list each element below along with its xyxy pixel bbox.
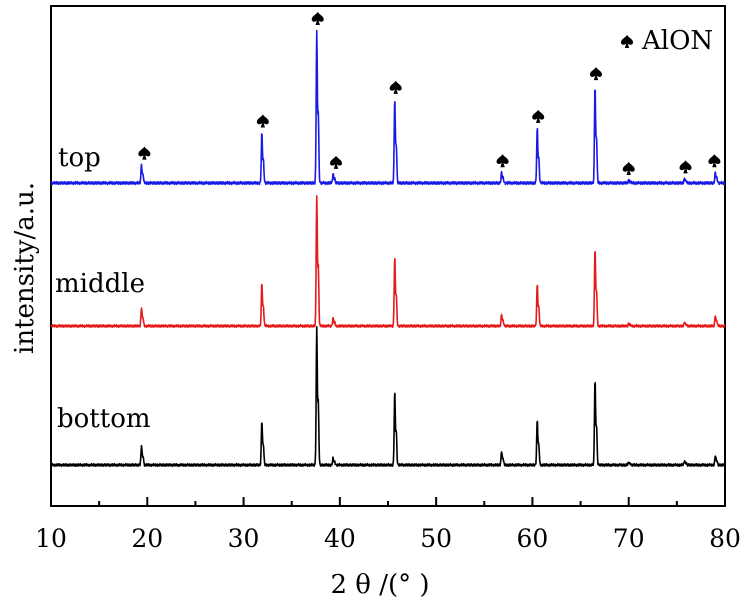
x-tick-label: 70 (613, 524, 645, 553)
spade-icon (389, 80, 402, 94)
spade-icon (621, 35, 633, 48)
spade-icon (622, 161, 635, 175)
x-tick-label: 50 (420, 524, 452, 553)
spade-icon (679, 160, 692, 174)
series-label-top: top (58, 143, 101, 173)
spade-icon (311, 12, 324, 25)
trace-top (50, 29, 726, 186)
spade-icon (708, 154, 721, 168)
spectra (50, 29, 726, 468)
spade-icon (496, 154, 509, 168)
y-axis-title: intensity/a.u. (10, 182, 40, 354)
aion-peak-markers (138, 12, 721, 175)
x-axis-title: 2 θ /(° ) (330, 570, 429, 600)
spade-icon (589, 67, 602, 81)
trace-middle (50, 195, 726, 329)
x-tick-label: 10 (35, 524, 67, 553)
series-label-middle: middle (55, 269, 145, 299)
x-axis-tick-labels: 10 20 30 40 50 60 70 80 (35, 524, 741, 553)
spade-icon (330, 155, 343, 169)
spade-icon (256, 114, 269, 128)
legend: AlON (621, 26, 713, 56)
legend-label: AlON (641, 26, 713, 56)
spade-icon (138, 146, 151, 160)
spade-icon (532, 109, 545, 123)
series-label-bottom: bottom (57, 404, 151, 434)
x-tick-label: 30 (228, 524, 260, 553)
x-tick-label: 80 (709, 524, 741, 553)
trace-bottom (50, 326, 726, 468)
series-labels: top middle bottom (55, 143, 151, 434)
x-tick-label: 20 (131, 524, 163, 553)
plot-frame (50, 5, 726, 507)
x-tick-label: 60 (517, 524, 549, 553)
x-axis-ticks (50, 497, 726, 506)
x-tick-label: 40 (324, 524, 356, 553)
